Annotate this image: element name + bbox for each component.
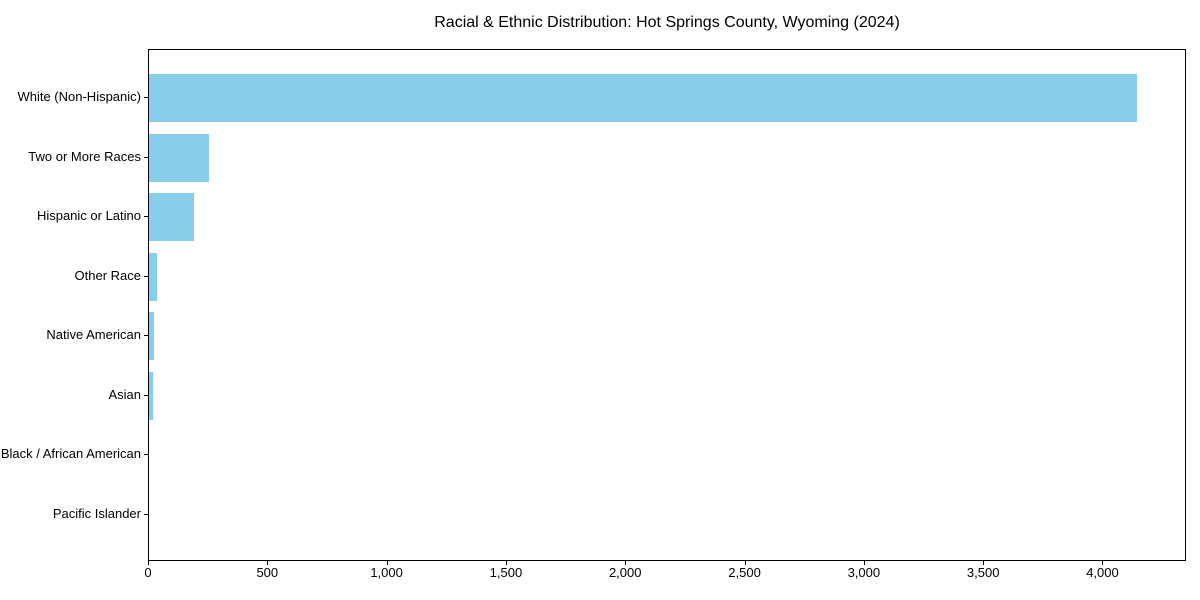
y-tick-mark xyxy=(144,216,148,217)
x-tick-label-1000: 1,000 xyxy=(370,565,403,580)
y-tick-label-two-or-more-races: Two or More Races xyxy=(28,148,141,164)
y-tick-mark xyxy=(144,394,148,396)
x-tick-label-2500: 2,500 xyxy=(728,565,761,580)
chart-title: Racial & Ethnic Distribution: Hot Spring… xyxy=(434,14,900,31)
x-tick-mark xyxy=(386,561,388,565)
y-tick-mark xyxy=(144,156,148,158)
x-tick-mark xyxy=(1102,561,1104,565)
y-tick-label-black-african-american: Black / African American xyxy=(0,446,141,461)
x-tick-label-2000: 2,000 xyxy=(608,565,642,580)
bar-two-or-more-races xyxy=(149,133,209,182)
x-tick-label-4000: 4,000 xyxy=(1086,565,1119,580)
x-tick-label-3000: 3,000 xyxy=(847,565,881,580)
bar-native-american xyxy=(149,312,154,360)
y-tick-label-white-non-hispanic: White (Non-Hispanic) xyxy=(17,89,141,104)
x-tick-label-0: 0 xyxy=(144,565,152,580)
x-tick-mark xyxy=(148,561,149,565)
y-tick-label-hispanic-or-latino: Hispanic or Latino xyxy=(36,208,141,223)
bar-other-race xyxy=(149,252,157,301)
y-tick-mark xyxy=(144,513,148,515)
y-tick-mark xyxy=(144,335,148,336)
x-tick-label-3500: 3,500 xyxy=(966,565,1000,580)
y-tick-label-pacific-islander: Pacific Islander xyxy=(52,505,141,521)
y-tick-label-other-race: Other Race xyxy=(74,267,141,283)
x-tick-mark xyxy=(863,561,865,565)
y-tick-label-native-american: Native American xyxy=(46,327,141,342)
bar-white-non-hispanic xyxy=(149,74,1137,122)
x-tick-mark xyxy=(505,561,507,565)
y-tick-mark xyxy=(144,454,148,455)
x-tick-mark xyxy=(983,561,985,565)
x-tick-label-1500: 1,500 xyxy=(489,565,523,580)
y-tick-mark xyxy=(144,275,148,277)
x-tick-label-500: 500 xyxy=(256,565,279,580)
y-tick-label-asian: Asian xyxy=(108,386,141,402)
bar-hispanic-or-latino xyxy=(149,193,194,241)
x-tick-mark xyxy=(744,561,746,565)
plot-area xyxy=(148,49,1186,561)
bar-asian xyxy=(149,371,153,420)
x-tick-mark xyxy=(267,561,269,565)
y-tick-mark xyxy=(144,97,148,98)
x-tick-mark xyxy=(625,561,627,565)
